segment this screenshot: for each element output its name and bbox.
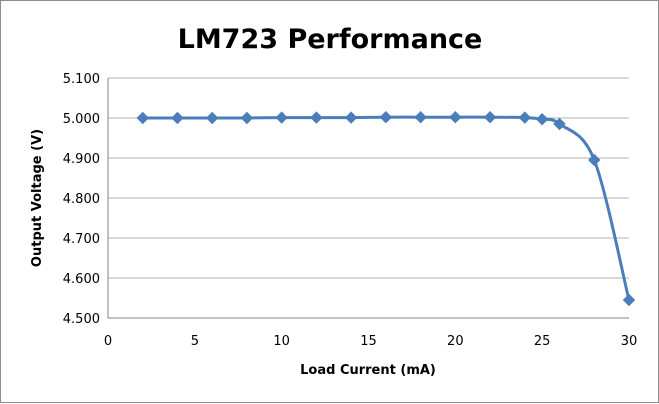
y-tick-label: 4.900 <box>63 152 100 167</box>
x-tick-label: 25 <box>534 334 551 349</box>
axes <box>107 78 629 319</box>
y-tick-label: 4.700 <box>63 232 100 247</box>
y-tick-label: 4.600 <box>63 272 100 287</box>
data-point-marker <box>414 110 427 124</box>
gridlines <box>108 77 629 279</box>
x-tick-label: 5 <box>191 334 199 349</box>
data-point-marker <box>518 111 532 124</box>
y-tick-label: 4.800 <box>63 192 100 207</box>
x-tick-label: 0 <box>104 334 112 349</box>
y-tick-labels: 4.500 4.600 4.700 4.800 4.900 5.000 5.100 <box>63 72 100 327</box>
series-line <box>141 115 631 302</box>
y-axis-title: Output Voltage (V) <box>30 129 45 267</box>
x-tick-label: 10 <box>273 334 290 349</box>
data-point-marker <box>588 153 601 167</box>
x-tick-label: 15 <box>360 334 377 349</box>
data-point-marker <box>205 111 219 125</box>
data-point-marker <box>553 117 566 131</box>
y-tick-label: 5.000 <box>63 112 100 127</box>
data-point-marker <box>449 110 462 124</box>
data-point-marker <box>275 111 288 124</box>
x-tick-label: 20 <box>447 334 464 349</box>
y-tick-label: 5.100 <box>63 72 100 87</box>
data-point-marker <box>535 112 549 126</box>
data-point-marker <box>310 111 323 124</box>
chart-title: LM723 Performance <box>178 24 483 55</box>
x-axis-title: Load Current (mA) <box>300 363 436 378</box>
y-tick-label: 4.500 <box>63 312 100 327</box>
data-point-marker <box>344 111 358 124</box>
data-point-marker <box>240 111 254 125</box>
x-tick-labels: 0 5 10 15 20 25 30 <box>104 334 637 349</box>
data-point-marker <box>379 110 393 124</box>
data-point-marker <box>171 111 184 125</box>
data-point-marker <box>483 110 497 124</box>
data-point-marker <box>136 111 149 125</box>
series-markers <box>136 110 636 307</box>
x-tick-label: 30 <box>621 334 638 349</box>
data-point-marker <box>622 293 636 307</box>
